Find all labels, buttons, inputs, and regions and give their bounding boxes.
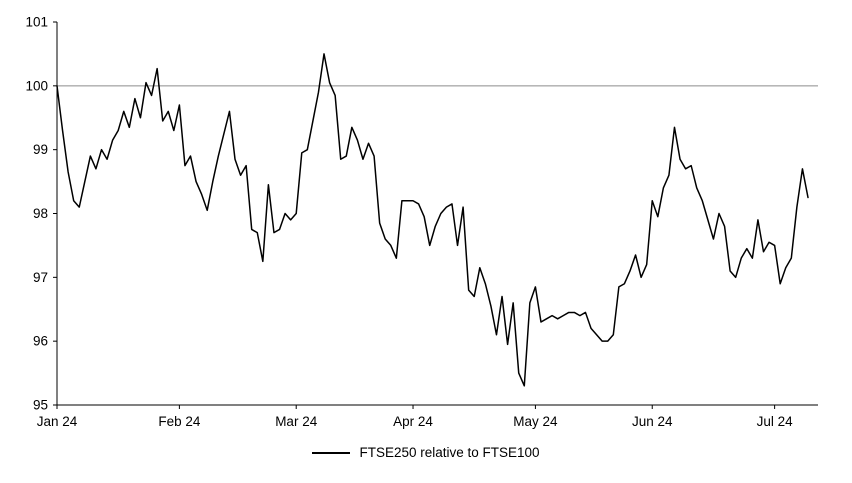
y-tick-label: 101 <box>25 15 48 30</box>
x-tick-label: May 24 <box>513 414 558 429</box>
x-tick-label: Feb 24 <box>158 414 201 429</box>
y-tick-label: 98 <box>33 206 48 221</box>
y-tick-label: 100 <box>25 78 48 93</box>
y-tick-label: 99 <box>33 142 48 157</box>
legend: FTSE250 relative to FTSE100 <box>0 445 852 460</box>
x-tick-label: Mar 24 <box>275 414 318 429</box>
y-tick-label: 97 <box>33 270 48 285</box>
series-line-ftse250-relative <box>56 53 809 387</box>
x-tick-label: Apr 24 <box>393 414 433 429</box>
y-tick-label: 96 <box>33 334 48 349</box>
legend-line-swatch <box>312 451 351 454</box>
x-tick-label: Jul 24 <box>757 414 794 429</box>
y-tick-label: 95 <box>33 398 48 413</box>
legend-label: FTSE250 relative to FTSE100 <box>359 445 540 460</box>
x-tick-label: Jun 24 <box>632 414 673 429</box>
x-tick-label: Jan 24 <box>37 414 78 429</box>
